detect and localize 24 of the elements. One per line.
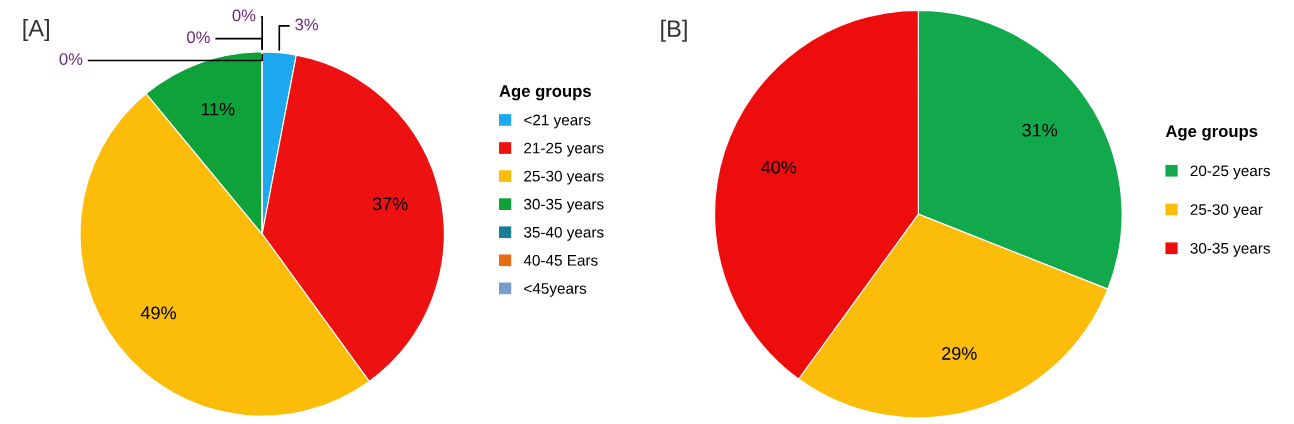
data-label: 49% <box>140 306 176 320</box>
legend-title: Age groups <box>1165 125 1258 141</box>
data-label: 40% <box>761 160 797 174</box>
legend-label: <21 years <box>524 114 591 129</box>
legend-label: 35-40 years <box>524 226 604 241</box>
text: 0% <box>59 53 83 65</box>
data-label: 29% <box>942 347 977 360</box>
legend-label: <45years <box>524 283 587 297</box>
chart-title: [B] <box>661 19 687 42</box>
legend-label: 25-30 year <box>1190 204 1263 218</box>
legend-label: 30-35 years <box>1190 242 1270 257</box>
data-label: 37% <box>372 197 408 211</box>
legend-label: 21-25 years <box>524 142 604 157</box>
text: 0% <box>187 31 210 44</box>
legend-label: 20-25 years <box>1190 165 1270 180</box>
legend-label: 40-45 Ears <box>523 254 598 266</box>
data-label: 31% <box>1022 123 1058 137</box>
legend-label: 25-30 years <box>524 170 604 185</box>
legend-label: 30-35 years <box>524 198 604 213</box>
data-label: 3% <box>295 18 319 31</box>
chart-title: [A] <box>23 19 49 42</box>
data-label: 11% <box>201 102 235 116</box>
text: 0% <box>232 9 256 22</box>
legend-title: Age groups <box>499 85 591 101</box>
